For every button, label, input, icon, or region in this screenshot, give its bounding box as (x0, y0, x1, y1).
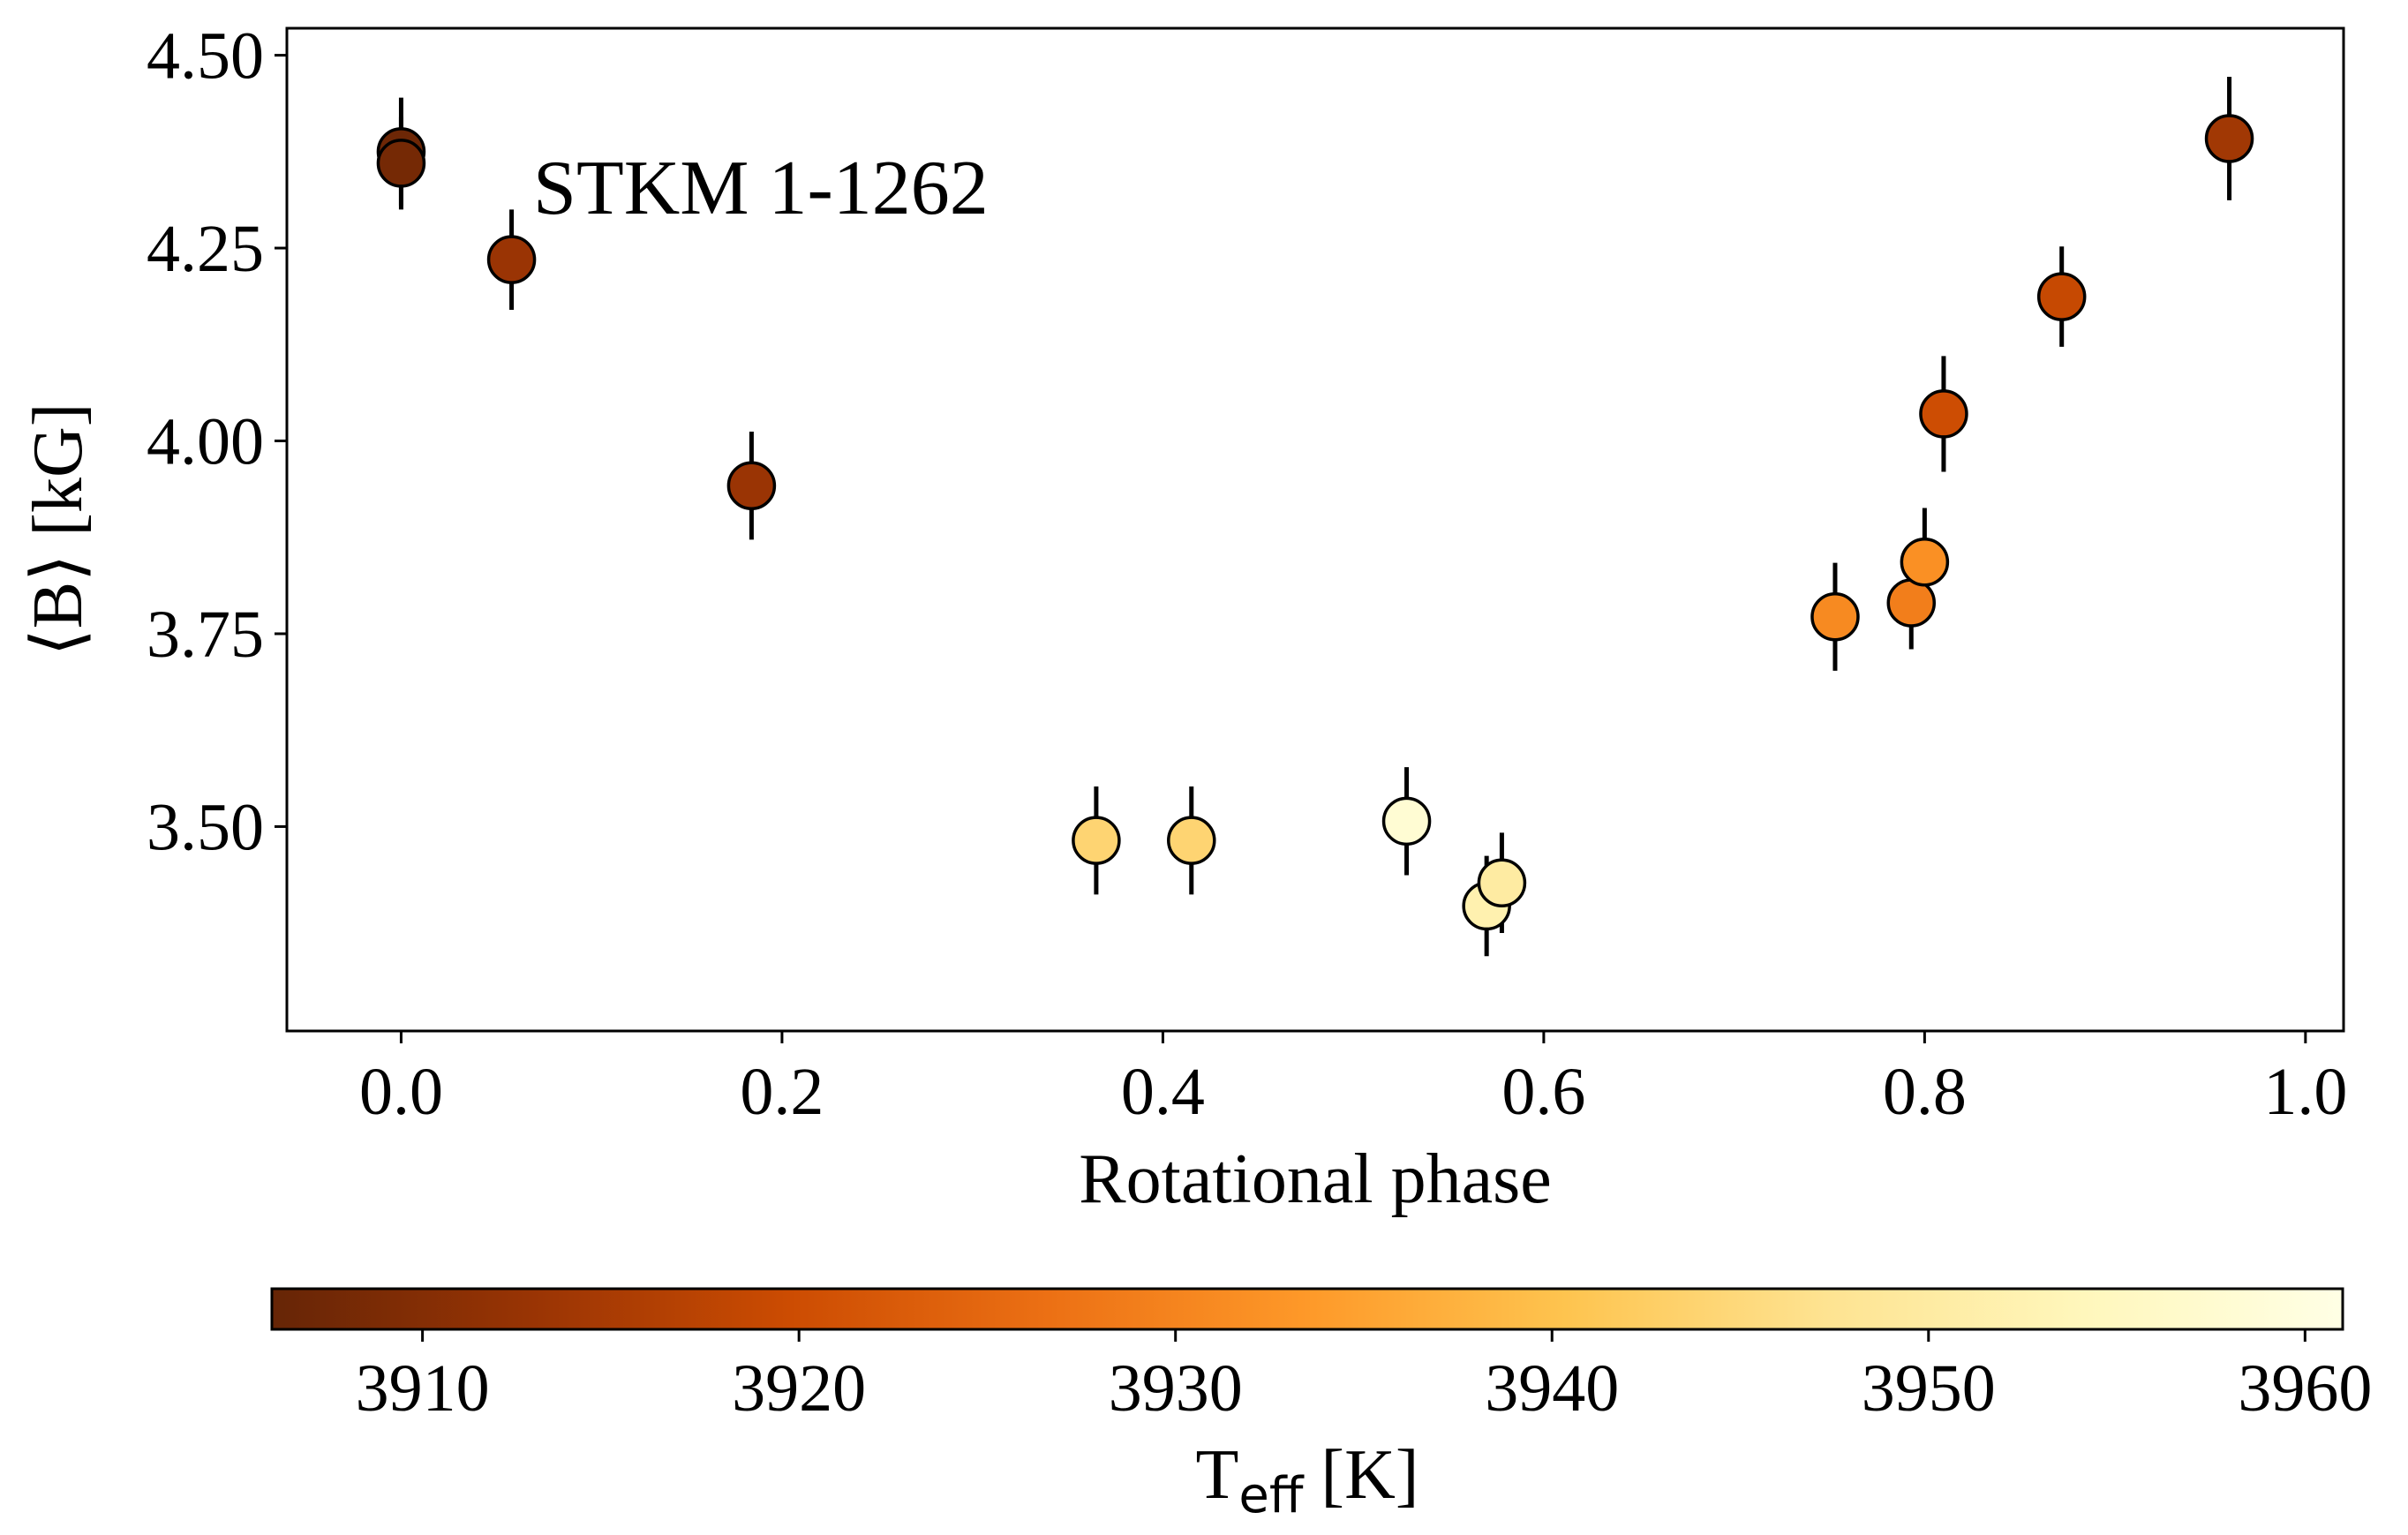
colorbar: 3910 3920 3930 3940 3950 3960 Teff [K] (270, 1287, 2372, 1524)
y-tick-label-0: 3.50 (147, 790, 264, 864)
x-tick-label-4: 0.8 (1883, 1055, 1967, 1129)
y-tick-label-1: 3.75 (147, 598, 264, 672)
colorbar-title-main: T (1196, 1436, 1239, 1514)
plot-area: 0.0 0.2 0.4 0.6 0.8 1.0 3.503.754.004.254.50 … (147, 19, 2347, 1129)
y-tick-label-4: 4.50 (147, 19, 264, 94)
data-point-8 (1477, 858, 1527, 907)
x-axis-ticks: 0.0 0.2 0.4 0.6 0.8 1.0 (359, 1031, 2347, 1129)
data-point-3 (726, 461, 777, 510)
colorbar-tick-label-0: 3910 (356, 1351, 490, 1426)
colorbar-title-unit: [K] (1303, 1436, 1418, 1514)
y-axis-ticks: 3.50 3.75 4.00 4.25 4.50 (147, 19, 287, 864)
colorbar-title-subscript: eff (1238, 1467, 1304, 1524)
colorbar-tick-label-1: 3920 (732, 1351, 866, 1426)
data-point-1 (376, 139, 426, 188)
x-tick-label-5: 1.0 (2263, 1055, 2347, 1129)
x-tick-label-2: 0.4 (1121, 1055, 1205, 1129)
x-axis-title: Rotational phase (1079, 1140, 1551, 1218)
colorbar-tick-label-4: 3950 (1862, 1351, 1996, 1426)
data-point-5 (1167, 816, 1216, 865)
x-tick-label-1: 0.2 (740, 1055, 824, 1129)
colorbar-tick-label-5: 3960 (2238, 1351, 2372, 1426)
markers (376, 114, 2254, 931)
data-point-13 (2036, 272, 2087, 321)
y-axis-title: ⟨B⟩ [kG] (19, 403, 97, 657)
data-point-2 (486, 235, 537, 284)
plot-frame (285, 26, 2345, 1033)
colorbar-gradient (270, 1287, 2344, 1331)
data-point-10 (1886, 578, 1937, 628)
star-name-annotation: STKM 1-1262 (533, 146, 989, 231)
colorbar-title: Teff [K] (1196, 1436, 1419, 1524)
data-point-14 (2204, 114, 2254, 163)
colorbar-tick-label-3: 3940 (1485, 1351, 1619, 1426)
data-point-12 (1919, 389, 1968, 439)
data-point-6 (1381, 796, 1432, 847)
colorbar-ticks: 3910 3920 3930 3940 3950 3960 (356, 1329, 2372, 1426)
x-tick-label-3: 0.6 (1501, 1055, 1585, 1129)
y-tick-label-2: 4.00 (147, 405, 264, 479)
data-point-11 (1900, 537, 1950, 587)
x-tick-label-0: 0.0 (359, 1055, 443, 1129)
data-point-4 (1072, 816, 1121, 865)
colorbar-tick-label-2: 3930 (1109, 1351, 1243, 1426)
data-point-9 (1810, 591, 1860, 642)
y-tick-label-3: 4.25 (147, 212, 264, 286)
